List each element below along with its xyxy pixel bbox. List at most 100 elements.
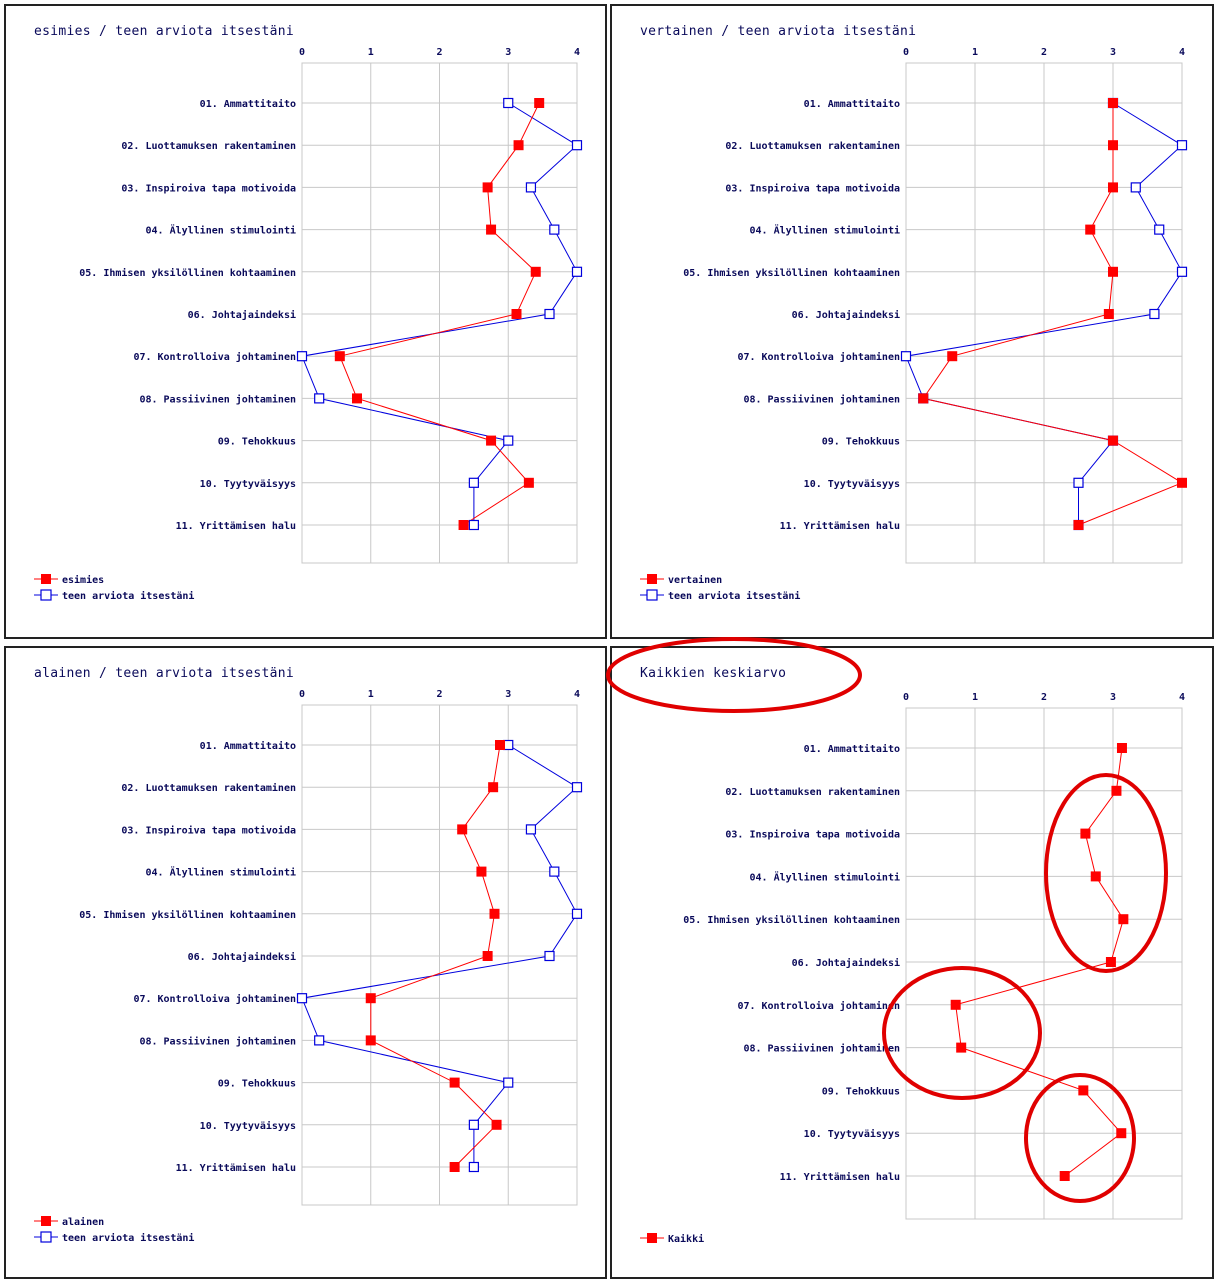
data-point: [1090, 871, 1101, 882]
category-label: 07. Kontrolloiva johtaminen: [133, 993, 296, 1005]
data-point: [1108, 98, 1118, 108]
data-point: [489, 908, 500, 919]
legend-marker: [646, 589, 658, 601]
category-label: 05. Ihmisen yksilöllinen kohtaaminen: [79, 267, 296, 279]
category-label: 08. Passiivinen johtaminen: [743, 1043, 900, 1055]
data-point: [1116, 743, 1127, 753]
legend-marker: [41, 1216, 51, 1226]
data-point: [525, 824, 537, 835]
category-label: 01. Ammattitaito: [804, 743, 900, 755]
category-label: 02. Luottamuksen rakentaminen: [725, 140, 900, 152]
data-point: [491, 1119, 502, 1130]
data-point: [495, 740, 505, 750]
x-tick-label: 1: [972, 47, 978, 58]
data-point: [1073, 520, 1084, 530]
category-label: 09. Tehokkuus: [822, 437, 900, 448]
category-label: 11. Yrittämisen halu: [176, 520, 296, 532]
category-label: 07. Kontrolloiva johtaminen: [737, 351, 900, 363]
data-point: [503, 1077, 514, 1088]
data-point: [523, 477, 534, 488]
category-label: 08. Passiivinen johtaminen: [743, 393, 900, 405]
data-point: [1108, 266, 1118, 277]
chart-title: vertainen / teen arviota itsestäni: [640, 24, 917, 39]
data-point: [503, 739, 514, 751]
legend-label: teen arviota itsestäni: [62, 590, 194, 602]
legend-label: Kaikki: [668, 1233, 704, 1245]
data-point: [571, 908, 583, 919]
data-point: [1059, 1171, 1070, 1181]
category-label: 10. Tyytyväisyys: [200, 1120, 296, 1132]
category-label: 09. Tehokkuus: [218, 1079, 296, 1090]
chart-svg: 0 1 2 3 4 01. Ammattitaito 02. Luottamuksen ra…: [34, 689, 583, 1244]
data-point: [1111, 785, 1122, 796]
data-point: [352, 393, 362, 404]
data-point: [534, 98, 545, 108]
category-label: 08. Passiivinen johtaminen: [139, 1035, 296, 1047]
x-tick-label: 4: [1179, 692, 1185, 703]
category-label: 02. Luottamuksen rakentaminen: [121, 782, 296, 794]
data-point: [1130, 182, 1141, 193]
category-label: 03. Inspiroiva tapa motivoida: [121, 824, 296, 836]
x-tick-label: 1: [368, 689, 374, 700]
legend-marker: [40, 1231, 52, 1243]
chart-svg: 0 1 2 3 4 01. Ammattitaito 02. Luottamuksen ra…: [640, 692, 1185, 1245]
data-point: [571, 140, 583, 151]
data-point: [468, 519, 479, 531]
data-point: [513, 140, 524, 151]
chart-svg: 0 1 2 3 4 01. Ammattitaito 02. Luottamuksen ra…: [640, 47, 1188, 602]
x-tick-label: 2: [1041, 692, 1047, 703]
legend-marker: [647, 1233, 657, 1243]
chart-panel-vertainen: vertainen / teen arviota itsestäni 0 1 2 3 4…: [610, 4, 1214, 639]
data-point: [1176, 266, 1188, 277]
category-label: 09. Tehokkuus: [218, 437, 296, 448]
x-tick-label: 0: [903, 47, 909, 58]
legend-marker: [647, 574, 657, 584]
data-point: [1103, 309, 1114, 319]
data-point: [486, 435, 497, 446]
data-point: [314, 393, 325, 404]
x-tick-label: 2: [436, 47, 442, 58]
data-point: [571, 782, 583, 793]
chart-panel-alainen: alainen / teen arviota itsestäni 0 1 2 3 4 01…: [4, 646, 607, 1279]
legend-label: teen arviota itsestäni: [62, 1232, 194, 1244]
data-point: [468, 477, 479, 488]
category-label: 10. Tyytyväisyys: [200, 478, 296, 490]
data-point: [365, 1035, 376, 1046]
x-tick-label: 0: [299, 689, 305, 700]
data-point: [314, 1035, 325, 1046]
x-tick-label: 4: [574, 689, 580, 700]
data-point: [365, 993, 376, 1004]
category-label: 10. Tyytyväisyys: [804, 1128, 900, 1140]
x-tick-label: 3: [1110, 47, 1116, 58]
category-label: 11. Yrittämisen halu: [176, 1162, 296, 1174]
category-label: 03. Inspiroiva tapa motivoida: [121, 182, 296, 194]
category-label: 11. Yrittämisen halu: [780, 1171, 900, 1183]
chart-title: esimies / teen arviota itsestäni: [34, 24, 295, 39]
data-point: [544, 950, 555, 962]
data-point: [457, 824, 468, 835]
data-point: [1108, 182, 1118, 193]
data-point: [956, 1042, 967, 1053]
x-tick-label: 0: [299, 47, 305, 58]
data-point: [296, 993, 308, 1004]
chart-panel-kaikki: Kaikkien keskiarvo 0 1 2 3 4 01. Ammattitaito…: [610, 646, 1214, 1279]
category-label: 06. Johtajaindeksi: [188, 951, 296, 963]
category-label: 11. Yrittämisen halu: [780, 520, 900, 532]
data-point: [449, 1077, 460, 1088]
data-point: [1085, 224, 1096, 235]
category-label: 06. Johtajaindeksi: [792, 957, 900, 969]
legend-label: esimies: [62, 574, 104, 586]
legend-label: teen arviota itsestäni: [668, 590, 800, 602]
data-point: [544, 308, 555, 320]
category-label: 09. Tehokkuus: [822, 1086, 900, 1097]
data-point: [1149, 308, 1160, 320]
data-point: [486, 224, 497, 235]
x-tick-label: 3: [505, 689, 511, 700]
category-label: 01. Ammattitaito: [200, 98, 296, 110]
data-point: [947, 351, 958, 362]
data-point: [1105, 957, 1116, 967]
category-label: 01. Ammattitaito: [200, 740, 296, 752]
category-label: 01. Ammattitaito: [804, 98, 900, 110]
data-point: [1080, 828, 1091, 839]
data-point: [1073, 477, 1084, 488]
